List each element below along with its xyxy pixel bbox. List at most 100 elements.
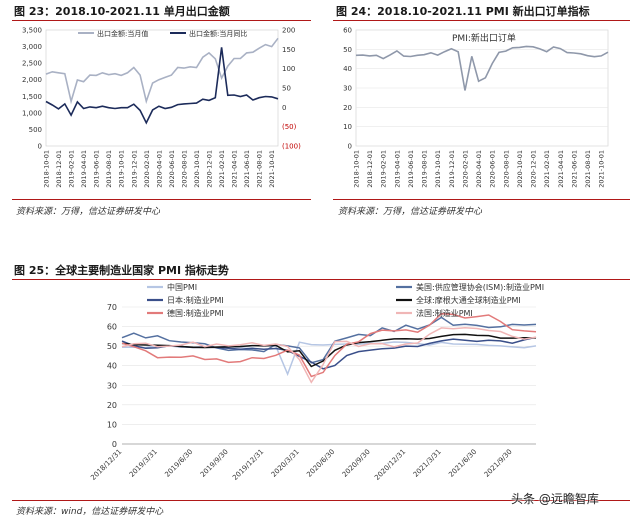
x-axis-tick-label: 2018/12/31 [89,448,123,482]
figure25-bottom-rule [12,500,630,501]
left-axis-tick-label: 2,000 [22,76,42,84]
x-axis-tick-label: 2021-06-01 [243,150,251,188]
x-axis-tick-label: 2019-08-01 [105,150,113,188]
right-axis-tick-label: 50 [282,85,291,93]
legend-label-export-yoy: 出口金额:当月同比 [189,29,247,38]
x-axis-tick-label: 2021-02-01 [218,150,226,188]
left-axis-tick-label: 0 [38,143,42,151]
y-axis-tick-label: 40 [343,65,352,73]
x-axis-tick-label: 2019/12/31 [231,448,265,482]
pmi-new-export-chart: 0 10 20 30 40 50 60 2018-10-01 2018-12-01 2019-02… [343,27,609,188]
x-axis-tick-label: 2020-06-01 [489,150,497,188]
x-axis-tick-label: 2020-08-01 [502,150,510,188]
legend-label-export-value: 出口金额:当月值 [97,29,148,38]
x-axis-tick-label: 2019-04-01 [393,150,401,188]
series-line-global [121,333,537,368]
series-line-germany [121,312,537,378]
x-axis-tick-label: 2020-10-01 [193,150,201,188]
right-axis-tick-label: 100 [282,65,295,73]
x-axis-tick-label: 2018-10-01 [353,150,361,188]
figure23-title: 图 23：2018.10-2021.11 单月出口金额 [14,5,230,18]
x-axis-tick-label: 2021-10-01 [268,150,276,188]
right-axis-tick-label: 200 [282,27,295,35]
y-axis-tick-label: 0 [112,440,117,449]
x-axis-tick-label: 2020/3/31 [270,448,301,479]
x-axis-tick-label: 2019/9/30 [199,448,230,479]
x-axis-tick-label: 2019-06-01 [407,150,415,188]
x-axis-tick-label: 2021-02-01 [543,150,551,188]
x-axis-tick-label: 2020-08-01 [180,150,188,188]
left-axis-tick-label: 500 [29,126,42,134]
figure23-title-rule [12,20,311,21]
y-axis-tick-label: 50 [107,342,117,351]
x-axis-tick-label: 2019-10-01 [434,150,442,188]
left-axis-tick-label: 1,500 [22,93,42,101]
series-line-france [121,326,537,384]
y-axis-tick-label: 40 [107,362,117,371]
x-axis-tick-label: 2020-12-01 [530,150,538,188]
figure24-source: 资料来源：万得，信达证券研发中心 [338,207,483,217]
left-axis-tick-label: 3,000 [22,43,42,51]
figure24-title-rule [333,20,630,21]
y-axis-tick-label: 70 [107,303,117,312]
left-axis-tick-label: 3,500 [22,27,42,35]
x-axis-tick-label: 2019/6/30 [163,448,194,479]
x-axis-tick-label: 2020/12/31 [373,448,407,482]
x-axis-tick-label: 2019/3/31 [128,448,159,479]
x-axis-tick-label: 2021-06-01 [570,150,578,188]
x-axis-tick-label: 2021-08-01 [584,150,592,188]
legend-label-usa: 美国:供应管理协会(ISM):制造业PMI [416,282,544,292]
y-axis-tick-label: 60 [107,323,117,332]
x-axis-tick-label: 2021/9/30 [483,448,514,479]
figure24-bottom-rule [333,199,630,200]
figure24-title: 图 24：2018.10-2021.11 PMI 新出口订单指标 [336,5,590,18]
right-axis-tick-label: 0 [282,104,286,112]
x-axis-tick-label: 2019-06-01 [93,150,101,188]
y-axis-tick-label: 10 [107,420,117,429]
x-axis-tick-label: 2020-06-01 [168,150,176,188]
x-axis-tick-label: 2020/6/30 [305,448,336,479]
y-axis-tick-label: 0 [348,143,352,151]
left-axis-tick-label: 1,000 [22,109,42,117]
x-axis-tick-label: 2020-10-01 [516,150,524,188]
x-axis-tick-label: 2021-04-01 [557,150,565,188]
series-line-pmi-new-export [355,45,609,91]
left-axis-tick-label: 2,500 [22,60,42,68]
x-axis-tick-label: 2020-02-01 [143,150,151,188]
right-axis-tick-label: (100) [282,143,301,151]
x-axis-tick-label: 2020-04-01 [475,150,483,188]
y-axis-tick-label: 10 [343,123,352,131]
x-axis-tick-label: 2021-04-01 [231,150,239,188]
y-axis-tick-label: 60 [343,27,352,35]
right-axis-tick-label: (50) [282,123,297,131]
x-axis-tick-label: 2021-08-01 [256,150,264,188]
watermark-text: 头条 @远瞻智库 [511,492,599,506]
series-line-export-value [45,37,279,105]
y-axis-tick-label: 30 [107,381,117,390]
x-axis-tick-label: 2018-10-01 [43,150,51,188]
right-axis-tick-label: 150 [282,46,295,54]
x-axis-tick-label: 2020-04-01 [155,150,163,188]
plot-area [45,29,279,147]
legend-label-pmi-new-export: PMI:新出口订单 [452,32,516,44]
x-axis-tick-label: 2020-02-01 [461,150,469,188]
x-axis-tick-label: 2018-12-01 [366,150,374,188]
x-axis-tick-label: 2019-12-01 [130,150,138,188]
legend-label-france: 法国:制造业PMI [416,308,473,318]
global-pmi-chart: 0 10 20 30 40 50 60 70 2018/12/31 2019/3/31 2019/6… [89,282,544,482]
x-axis-tick-label: 2020/9/30 [341,448,372,479]
legend-label-global: 全球:摩根大通全球制造业PMI [416,295,521,305]
x-axis-tick-label: 2021/3/31 [412,448,443,479]
figure23-bottom-rule [12,199,311,200]
legend-label-japan: 日本:制造业PMI [167,295,224,305]
figure25-source: 资料来源：wind，信达证券研发中心 [16,507,164,517]
x-axis-tick-label: 2019-08-01 [421,150,429,188]
x-axis-tick-label: 2020-12-01 [206,150,214,188]
x-axis-tick-label: 2019-02-01 [380,150,388,188]
figure25-title: 图 25：全球主要制造业国家 PMI 指标走势 [14,264,229,277]
y-axis-tick-label: 50 [343,46,352,54]
legend-label-germany: 德国:制造业PMI [167,308,224,318]
figure23-source: 资料来源：万得，信达证券研发中心 [16,207,161,217]
x-axis-tick-label: 2019-02-01 [68,150,76,188]
